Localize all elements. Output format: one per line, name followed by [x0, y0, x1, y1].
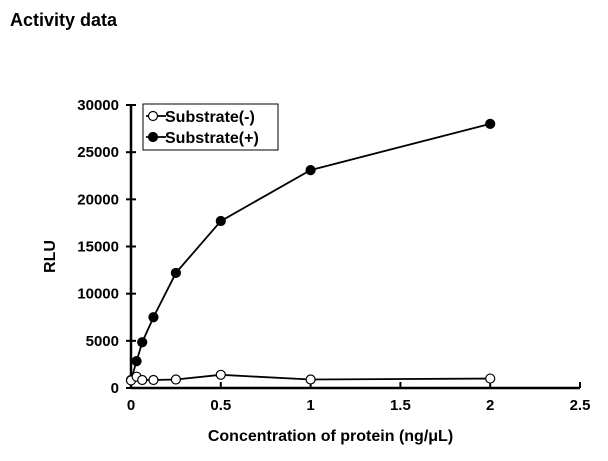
data-point: [148, 312, 159, 323]
data-point: [137, 374, 148, 386]
x-tick-label: 0.5: [210, 397, 231, 414]
x-tick-label: 2: [486, 397, 494, 414]
x-tick-label: 1: [306, 397, 314, 414]
series-line-substrate-plus: [130, 122, 491, 381]
data-point: [148, 374, 159, 386]
data-point: [131, 356, 142, 367]
data-point: [137, 337, 148, 348]
data-point: [170, 374, 181, 385]
legend-label: Substrate(-): [165, 109, 255, 126]
y-tick-label: 5000: [86, 333, 119, 350]
y-tick-label: 0: [111, 380, 119, 397]
data-point: [305, 374, 316, 385]
data-point: [215, 369, 226, 380]
legend-box: [142, 103, 279, 151]
data-point: [305, 164, 316, 176]
data-point: [485, 118, 496, 129]
data-point: [215, 215, 226, 227]
data-point: [170, 267, 181, 279]
x-axis-label: Concentration of protein (ng/μL): [208, 428, 453, 445]
y-tick-label: 25000: [77, 144, 119, 161]
x-tick-label: 0: [127, 397, 135, 414]
legend-marker: [147, 131, 159, 143]
y-tick-label: 10000: [77, 286, 119, 303]
legend-marker: [147, 110, 159, 122]
legend-label: Substrate(+): [165, 130, 259, 147]
y-tick-label: 30000: [77, 97, 119, 114]
data-point: [485, 373, 496, 384]
x-tick-label: 2.5: [570, 397, 591, 414]
y-tick-label: 15000: [77, 239, 119, 256]
x-tick-label: 1.5: [390, 397, 411, 414]
y-axis-label: RLU: [42, 240, 59, 273]
chart-title: Activity data: [10, 10, 118, 30]
y-tick-label: 20000: [77, 191, 119, 208]
